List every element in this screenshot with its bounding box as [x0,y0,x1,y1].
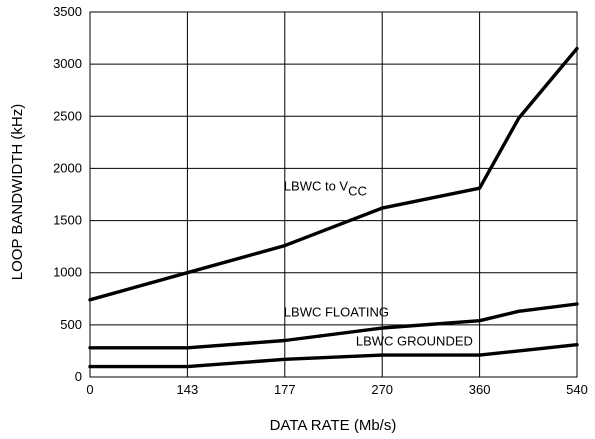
x-tick-label: 0 [86,382,93,397]
x-tick-label: 540 [566,382,588,397]
series-lines [88,46,579,369]
y-tick-label: 1000 [53,265,82,280]
x-tick-label: 360 [469,382,491,397]
series-label-text: LBWC GROUNDED [356,334,473,349]
series-label-subscript: CC [348,183,367,198]
y-tick-label: 1500 [53,213,82,228]
series-label-lbwc-grounded: LBWC GROUNDED [356,334,473,349]
y-tick-label: 3000 [53,56,82,71]
series-label-lbwc-floating: LBWC FLOATING [284,305,389,320]
series-line-lbwc-to-vcc [88,46,579,302]
x-tick-label: 270 [371,382,393,397]
grid-lines [89,11,578,378]
series-label-text: LBWC to V [284,178,349,193]
series-label-text: LBWC FLOATING [284,305,389,320]
series-label-lbwc-to-vcc: LBWC to VCC [284,178,367,198]
tick-labels: 0 500 1000 1500 2000 2500 3000 3500 0 143 177 270 36… [53,4,588,397]
x-tick-label: 177 [274,382,296,397]
y-tick-label: 0 [75,369,82,384]
y-tick-label: 3500 [53,4,82,19]
series-line-lbwc-grounded [88,343,579,369]
plot-frame [89,11,578,378]
y-tick-label: 2000 [53,160,82,175]
y-axis-label: LOOP BANDWIDTH (kHz) [9,104,26,280]
y-tick-label: 2500 [53,108,82,123]
series-line-lbwc-floating [88,302,579,350]
x-axis-label: DATA RATE (Mb/s) [270,417,397,434]
x-tick-label: 143 [177,382,199,397]
y-tick-label: 500 [60,317,82,332]
series-labels: LBWC to VCC LBWC FLOATING LBWC GROUNDED [284,178,473,348]
